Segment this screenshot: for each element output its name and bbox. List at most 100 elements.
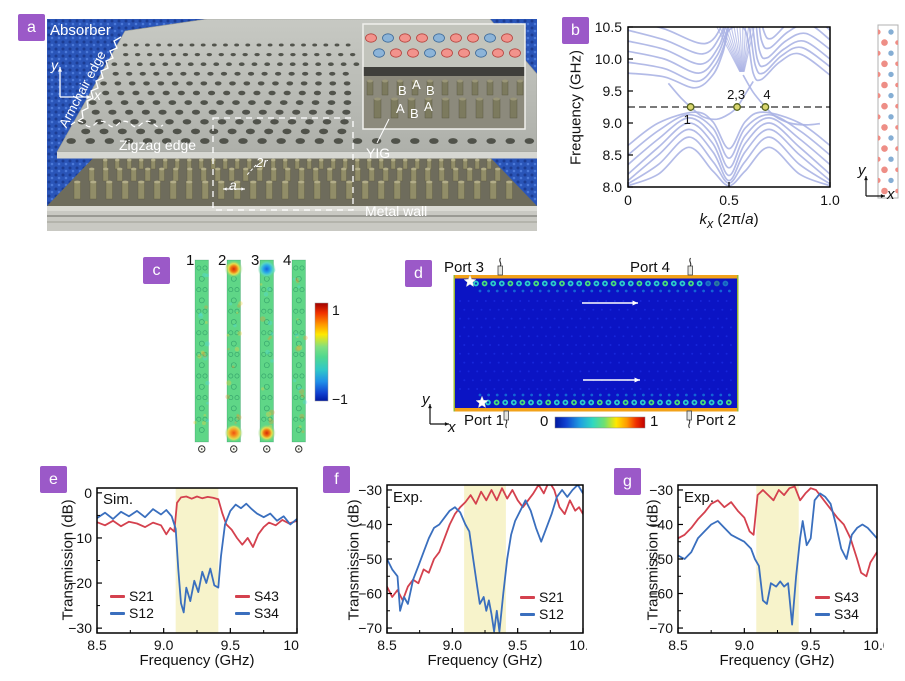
panel-a-inset [362, 23, 526, 130]
series-S43 [678, 485, 877, 578]
y-tick-label: −60 [358, 586, 382, 602]
b-xlabel-mid: (2π/ [713, 211, 746, 228]
antenna-icon [503, 410, 509, 429]
x-tick-label: 10.0 [283, 637, 300, 653]
y-tick-label: 10.5 [595, 19, 622, 35]
x-tick-label: 10.0 [569, 637, 587, 653]
colorbar [314, 302, 329, 402]
arrow [223, 187, 233, 191]
y-tick-label: −20 [68, 575, 92, 591]
dim-2r-label: 2r [256, 155, 268, 170]
series-S21 [387, 485, 583, 602]
inset-letter: B [410, 106, 419, 121]
e-xlabel: Frequency (GHz) [139, 652, 255, 669]
port4-label: Port 4 [630, 259, 671, 276]
zigzag-edge-line [70, 120, 164, 128]
legend-label: S21 [129, 588, 154, 604]
band-structure-plot: 1 2,3 4 8.0 8.5 9.0 9.5 10.0 10.5 0 0.5 1.0 [595, 19, 840, 208]
flow-arrow-icon [582, 300, 638, 306]
strip-number: 2 [218, 252, 226, 269]
colorbar-max-label: 1 [332, 302, 340, 318]
series-curves [387, 485, 583, 633]
lattice-dots [878, 29, 898, 195]
panel-e-sim-transmission: 0 −10 −20 −308.5 9.0 9.5 10.0 Sim. Transmissio… [42, 460, 301, 681]
y-tick-label: −40 [649, 516, 673, 532]
b-xlabel: kx (2π/a) [659, 211, 799, 231]
x-tick-label: 1.0 [820, 192, 840, 208]
inset-letter: B [398, 83, 407, 98]
dashed-region [212, 117, 354, 211]
panel-b-band-structure: 1 2,3 4 8.0 8.5 9.0 9.5 10.0 10.5 0 0.5 1.0 Frequen… [560, 15, 860, 231]
panel-d-field-map: Port 3 Port 4 Port 1 Port 2 y x 0 1 [400, 255, 750, 445]
field-map [428, 257, 739, 429]
strip-axis-y-label: y [858, 162, 866, 179]
mode-profile-strips: 1 2 3 4 1 −1 [186, 252, 348, 453]
band-point-label: 1 [684, 112, 691, 127]
edge-state-band-highlight [175, 488, 219, 633]
arrow [57, 67, 63, 97]
mode-strip-1 [193, 259, 210, 443]
band-point [686, 103, 695, 111]
colorbar-min-label: −1 [332, 391, 348, 407]
legend-item: S34 [815, 606, 859, 622]
panel-label-b: b [562, 17, 589, 44]
band-point-label: 2,3 [727, 87, 745, 102]
legend-label: S34 [834, 606, 859, 622]
f-ylabel: Transmission (dB) [345, 499, 363, 621]
mode-strip-2 [224, 259, 243, 443]
legend-item: S43 [235, 588, 279, 604]
y-tick-label: 8.5 [603, 147, 623, 163]
y-tick-label: 0 [84, 485, 92, 501]
y-tick-label: −30 [649, 482, 673, 498]
arrow [866, 194, 885, 198]
x-tick-label: 8.5 [668, 637, 688, 653]
edge-state-band-highlight [756, 485, 799, 633]
b-xlabel-k: k [699, 211, 707, 228]
panel-a-photo: Absorber Armchair edge Zigzag edge 2r a … [47, 19, 537, 231]
panel-label-e: e [40, 466, 67, 493]
strip-axis-x-label: x [887, 186, 895, 203]
x-tick-label: 9.5 [221, 637, 241, 653]
x-tick-label: 0.5 [719, 192, 739, 208]
y-tick-label: −70 [358, 620, 382, 636]
axis-y-label: y [51, 57, 58, 73]
e-ylabel: Transmission (dB) [59, 499, 77, 621]
yig-label: YIG [366, 145, 391, 161]
legend-item: S34 [235, 605, 279, 621]
arrow [864, 176, 868, 196]
inset-letter: B [426, 83, 435, 98]
sim-transmission-plot: 0 −10 −20 −308.5 9.0 9.5 10.0 [68, 485, 300, 653]
legend-label: S12 [129, 605, 154, 621]
colorbar [554, 416, 646, 429]
field-region [455, 278, 737, 408]
edge-mode-dots [473, 280, 732, 406]
panel-g-exp-transmission: −30 −40 −50 −60 −708.5 9.0 9.5 10.0 Exp. Transm… [614, 460, 885, 681]
legend-swatch [520, 595, 535, 599]
y-tick-label: −40 [358, 516, 382, 532]
y-tick-label: −30 [358, 482, 382, 498]
legend-swatch [815, 612, 830, 616]
d-axis-x-label: x [448, 419, 456, 436]
legend-item: S43 [815, 589, 859, 605]
port3-label: Port 3 [444, 259, 485, 276]
panel-label-d: d [405, 260, 432, 287]
b-xlabel-sub: x [706, 217, 714, 231]
legend-item: S12 [110, 605, 154, 621]
port2-label: Port 2 [696, 412, 737, 429]
zigzag-edge-label: Zigzag edge [119, 137, 197, 153]
series-S12 [97, 502, 297, 614]
legend-label: S34 [254, 605, 279, 621]
port1-label: Port 1 [464, 412, 505, 429]
legend-label: S43 [834, 589, 859, 605]
b-xlabel-a: a [745, 211, 754, 228]
axis-x-label: x [94, 87, 101, 103]
band-point [761, 103, 770, 111]
mode-strip-3 [257, 259, 276, 443]
supercell-strip: y x [858, 18, 905, 216]
y-tick-label: 9.5 [603, 83, 623, 99]
f-mode-label: Exp. [393, 489, 424, 506]
edge-state-band-highlight [464, 485, 506, 633]
series-curves [678, 485, 877, 626]
antenna-icon [686, 410, 692, 429]
